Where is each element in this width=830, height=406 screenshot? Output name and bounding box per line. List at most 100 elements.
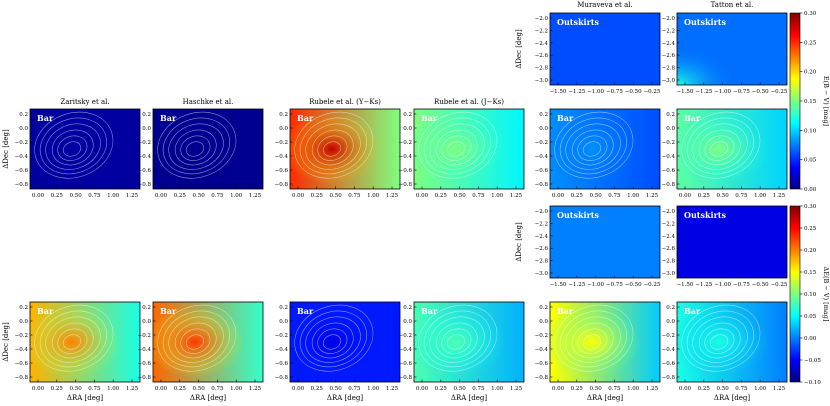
y-tick-label: −3.0 bbox=[535, 78, 549, 84]
y-tick-label: −0.8 bbox=[138, 375, 152, 381]
y-tick-label: −0.2 bbox=[535, 140, 548, 146]
panel-frame bbox=[152, 301, 264, 383]
x-tick-label: −0.25 bbox=[644, 89, 661, 95]
y-tick-label: −0.4 bbox=[275, 347, 289, 353]
x-axis-label: ΔRA [deg] bbox=[190, 394, 226, 402]
bar-panel: Bar bbox=[289, 108, 401, 190]
x-tick-label: 0.75 bbox=[211, 193, 224, 199]
bar-panel: Bar bbox=[413, 108, 525, 190]
colorbar-tick-label: 0.30 bbox=[804, 11, 817, 17]
x-tick-label: 1.25 bbox=[126, 386, 139, 392]
heatmap-peak bbox=[153, 302, 263, 382]
y-tick-label: −3.0 bbox=[662, 271, 676, 277]
x-tick-label: 1.25 bbox=[773, 193, 786, 199]
contour-line bbox=[45, 123, 101, 170]
contour-line bbox=[423, 117, 491, 175]
y-tick-label: 0.2 bbox=[279, 112, 288, 118]
colorbar-tick-label: 0.20 bbox=[804, 70, 817, 76]
x-tick-label: −0.25 bbox=[771, 89, 788, 95]
x-tick-label: 1.00 bbox=[367, 386, 380, 392]
contour-line bbox=[681, 304, 761, 372]
y-tick-label: 0.0 bbox=[666, 126, 675, 132]
contour-line bbox=[686, 117, 754, 175]
contour-line bbox=[565, 316, 621, 363]
y-tick-label: −2.8 bbox=[535, 259, 549, 265]
x-tick-label: 0.25 bbox=[174, 386, 187, 392]
panel-tag: Outskirts bbox=[557, 17, 599, 27]
y-tick-label: 0.2 bbox=[279, 305, 288, 311]
y-tick-label: −2.2 bbox=[662, 28, 675, 34]
x-tick-label: 0.00 bbox=[552, 193, 565, 199]
y-tick-label: 0.0 bbox=[142, 319, 151, 325]
colorbar-tick-label: 0.00 bbox=[804, 187, 817, 193]
colorbar bbox=[789, 205, 801, 383]
y-tick-label: −0.4 bbox=[399, 154, 413, 160]
panel-title: Rubele et al. (J−Ks) bbox=[434, 98, 504, 106]
x-tick-label: 1.25 bbox=[249, 193, 262, 199]
panel-tag: Bar bbox=[684, 113, 701, 123]
y-axis-label: ΔDec [deg] bbox=[2, 129, 10, 169]
colorbar-tick-label: 0.15 bbox=[804, 270, 817, 276]
contour-line bbox=[446, 141, 466, 157]
y-tick-label: 0.2 bbox=[142, 305, 151, 311]
x-tick-label: 0.50 bbox=[453, 386, 466, 392]
heatmap-peak bbox=[677, 109, 787, 189]
bar-panel: Bar bbox=[289, 301, 401, 383]
contour-line bbox=[311, 129, 354, 166]
heatmap-peak bbox=[153, 109, 263, 189]
y-tick-label: −2.8 bbox=[662, 66, 676, 72]
y-tick-label: −0.8 bbox=[399, 375, 413, 381]
contour-line bbox=[559, 310, 627, 368]
contour-line bbox=[571, 322, 614, 359]
contour-line bbox=[157, 111, 237, 179]
x-tick-label: 0.50 bbox=[716, 193, 729, 199]
y-tick-label: −0.6 bbox=[535, 168, 549, 174]
x-tick-label: −0.25 bbox=[771, 282, 788, 288]
y-tick-label: −2.8 bbox=[662, 259, 676, 265]
y-tick-label: −2.6 bbox=[535, 53, 549, 59]
x-tick-label: −0.75 bbox=[606, 89, 623, 95]
y-tick-label: 0.0 bbox=[403, 126, 412, 132]
colorbar-tick-label: 0.10 bbox=[804, 292, 817, 298]
density-contours bbox=[157, 111, 237, 179]
y-tick-label: 0.0 bbox=[666, 319, 675, 325]
contour-line bbox=[441, 135, 472, 161]
y-tick-label: −2.6 bbox=[662, 246, 676, 252]
density-contours bbox=[554, 111, 634, 179]
panel-tag: Bar bbox=[297, 306, 314, 316]
x-tick-label: 0.50 bbox=[192, 193, 205, 199]
colorbar-tick-label: 0.10 bbox=[804, 128, 817, 134]
x-tick-label: −0.50 bbox=[752, 89, 769, 95]
contour-line bbox=[39, 310, 107, 368]
x-tick-label: 0.75 bbox=[608, 193, 621, 199]
contour-line bbox=[681, 111, 761, 179]
x-tick-label: 1.25 bbox=[249, 386, 262, 392]
y-tick-label: −0.2 bbox=[535, 333, 548, 339]
x-tick-label: 0.50 bbox=[716, 386, 729, 392]
y-tick-label: −2.4 bbox=[662, 234, 676, 240]
y-tick-label: 0.0 bbox=[539, 319, 548, 325]
contour-line bbox=[34, 111, 114, 179]
contour-line bbox=[698, 322, 741, 359]
panel-tag: Outskirts bbox=[684, 17, 726, 27]
contour-line bbox=[180, 135, 211, 161]
outskirts-panel: Outskirts bbox=[676, 12, 788, 86]
panel-frame bbox=[29, 108, 141, 190]
y-tick-label: 0.2 bbox=[142, 112, 151, 118]
contour-line bbox=[709, 334, 729, 350]
y-tick-label: −0.8 bbox=[535, 375, 549, 381]
y-tick-label: −3.0 bbox=[535, 271, 549, 277]
x-tick-label: 0.25 bbox=[311, 386, 324, 392]
y-tick-label: −2.6 bbox=[535, 246, 549, 252]
y-tick-label: −0.2 bbox=[399, 140, 412, 146]
colorbar-tick-label: 0.15 bbox=[804, 99, 817, 105]
y-tick-label: −0.4 bbox=[662, 154, 676, 160]
x-axis-label: ΔRA [deg] bbox=[714, 394, 750, 402]
contour-line bbox=[704, 135, 735, 161]
x-tick-label: 0.25 bbox=[571, 193, 584, 199]
x-tick-label: 1.25 bbox=[773, 386, 786, 392]
x-tick-label: 0.00 bbox=[679, 386, 692, 392]
y-tick-label: −0.4 bbox=[535, 154, 549, 160]
x-tick-label: 0.25 bbox=[51, 193, 64, 199]
